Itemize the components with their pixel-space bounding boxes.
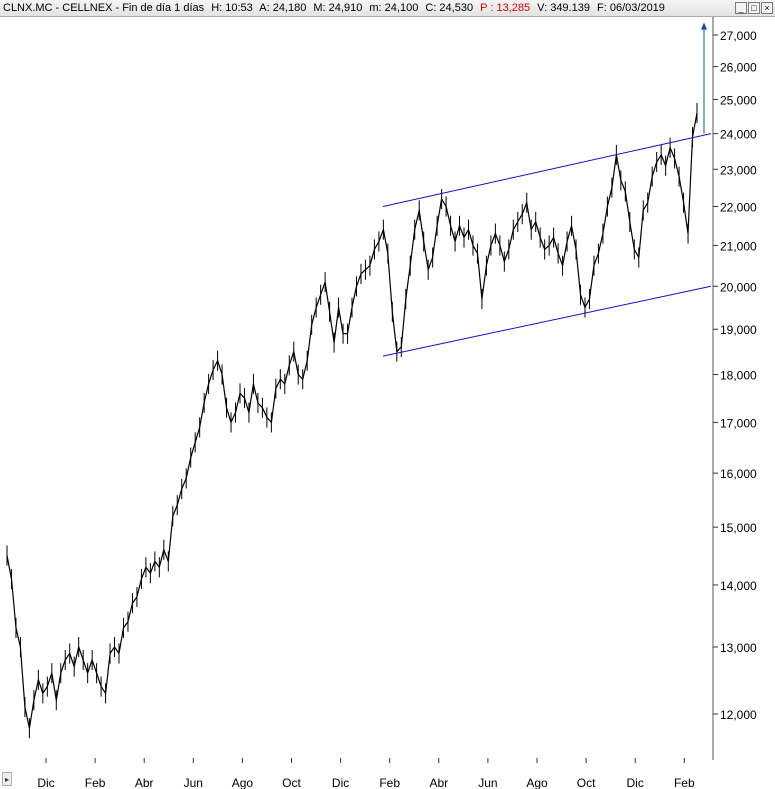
y-tick-label: 25,000	[720, 93, 757, 107]
channel-upper-line	[382, 133, 712, 207]
y-tick-label: 24,000	[720, 128, 757, 142]
date-label: F: 06/03/2019	[597, 2, 665, 14]
close-label: C: 24,530	[425, 2, 474, 14]
x-tick-label: Jun	[478, 776, 497, 789]
time-label: H: 10:53	[211, 2, 253, 14]
x-tick-label: Feb	[674, 776, 695, 789]
close-button[interactable]: ×	[761, 2, 773, 14]
minimize-button[interactable]: _	[735, 2, 747, 14]
x-tick-label: Oct	[282, 776, 301, 789]
x-tick-label: Dic	[332, 776, 349, 789]
y-tick-label: 22,000	[720, 200, 757, 214]
volume-label: V: 349.139	[537, 2, 590, 14]
target-arrow-head	[701, 22, 707, 30]
y-tick-label: 27,000	[720, 29, 757, 43]
open-label: A: 24,180	[259, 2, 307, 14]
x-tick-label: Abr	[135, 776, 154, 789]
y-tick-label: 12,000	[720, 708, 757, 722]
x-tick-label: Dic	[37, 776, 54, 789]
y-tick-label: 21,000	[720, 239, 757, 253]
chart-title-bar: CLNX.MC - CELLNEX - Fin de día 1 días H:…	[0, 0, 775, 17]
high-label: M: 24,910	[313, 2, 363, 14]
y-tick-label: 18,000	[720, 369, 757, 383]
y-tick-label: 17,000	[720, 416, 757, 430]
symbol-label: CLNX.MC - CELLNEX - Fin de día 1 días	[3, 2, 205, 14]
y-tick-label: 14,000	[720, 579, 757, 593]
x-tick-label: Dic	[627, 776, 644, 789]
price-line	[6, 112, 698, 729]
price-chart[interactable]: 12,000 13,000 14,000 15,000 16,000 17,000 18,0…	[0, 17, 775, 789]
y-tick-label: 19,000	[720, 323, 757, 337]
percent-label: P : 13,285	[480, 2, 531, 14]
x-tick-label: Oct	[577, 776, 596, 789]
quote-info: CLNX.MC - CELLNEX - Fin de día 1 días H:…	[3, 0, 669, 16]
x-tick-label: Feb	[85, 776, 106, 789]
maximize-button[interactable]: □	[748, 2, 760, 14]
y-tick-label: 20,000	[720, 280, 757, 294]
channel-lower-line	[382, 285, 712, 357]
y-tick-label: 13,000	[720, 641, 757, 655]
x-tick-label: Ago	[526, 776, 548, 789]
low-label: m: 24,100	[369, 2, 419, 14]
x-tick-label: Feb	[379, 776, 400, 789]
y-tick-label: 16,000	[720, 467, 757, 481]
y-tick-label: 26,000	[720, 61, 757, 75]
scroll-left-icon[interactable]: ▸	[2, 772, 12, 786]
x-tick-label: Abr	[429, 776, 448, 789]
y-tick-label: 23,000	[720, 163, 757, 177]
y-tick-label: 15,000	[720, 521, 757, 535]
x-tick-label: Jun	[184, 776, 203, 789]
x-tick-label: Ago	[232, 776, 254, 789]
